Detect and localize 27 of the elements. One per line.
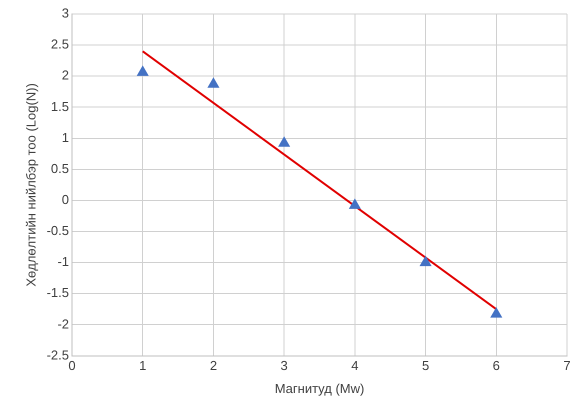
point xyxy=(278,136,290,147)
point xyxy=(490,308,502,318)
y-tick-label: 2 xyxy=(62,68,69,83)
x-tick-label: 3 xyxy=(280,358,288,374)
y-tick-label: -2.5 xyxy=(46,347,69,362)
point xyxy=(349,198,361,209)
y-tick-label: -1 xyxy=(57,254,69,270)
y-tick-label: 0.5 xyxy=(50,160,69,176)
x-tick-label: 7 xyxy=(563,358,571,374)
y-tick-label: 2.5 xyxy=(50,36,69,52)
y-tick-label: 1.5 xyxy=(50,98,69,114)
x-tick-label: 1 xyxy=(139,358,146,374)
x-tick-label: 6 xyxy=(492,358,500,374)
y-tick-label: -0.5 xyxy=(46,223,69,238)
point xyxy=(137,66,148,76)
y-tick-label: 3 xyxy=(62,6,69,21)
y-axis-title: Хөдлөлтийн нийлбэр тоо (Log(N)) xyxy=(23,83,38,287)
x-axis-title: Магнитуд (Mw) xyxy=(274,380,364,396)
y-tick-label: 1 xyxy=(62,130,69,145)
x-tick-label: 2 xyxy=(210,358,218,374)
x-tick-label: 5 xyxy=(422,358,430,374)
x-tick-label: 4 xyxy=(351,358,358,374)
point xyxy=(420,256,432,266)
y-tick-label: -1.5 xyxy=(46,285,69,300)
y-tick-label: -2 xyxy=(57,316,69,332)
y-tick-label: 0 xyxy=(62,192,69,208)
point xyxy=(208,78,220,88)
